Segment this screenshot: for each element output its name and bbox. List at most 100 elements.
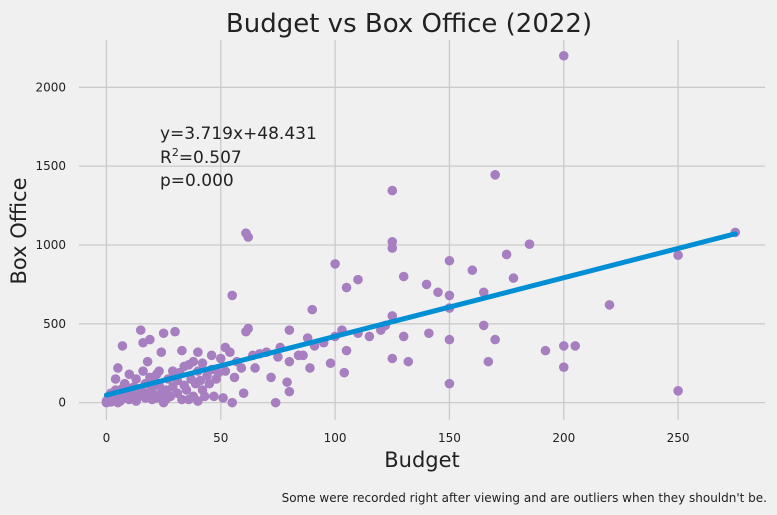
x-tick-label: 150 — [438, 431, 461, 445]
data-point — [142, 356, 153, 367]
data-point — [307, 304, 318, 315]
data-point — [145, 334, 155, 345]
x-tick-label: 200 — [552, 431, 575, 445]
data-point — [229, 372, 240, 383]
data-point — [325, 358, 336, 369]
data-point — [243, 232, 254, 242]
data-point — [193, 396, 203, 406]
data-point — [444, 255, 455, 266]
data-point — [197, 358, 208, 369]
data-point — [124, 369, 135, 380]
data-point — [154, 366, 164, 376]
x-tick-label: 100 — [324, 431, 347, 445]
data-point — [195, 375, 205, 386]
data-point — [403, 356, 414, 367]
data-point — [282, 377, 292, 387]
data-point — [135, 325, 146, 335]
data-point — [227, 397, 238, 408]
data-point — [387, 311, 398, 321]
data-point — [673, 250, 683, 261]
data-point — [501, 249, 512, 260]
data-point — [158, 328, 169, 339]
data-point — [570, 341, 581, 351]
r-squared-value: =0.507 — [179, 148, 242, 168]
data-point — [209, 391, 219, 402]
data-point — [227, 290, 238, 301]
data-point — [250, 363, 260, 373]
data-point — [558, 50, 569, 61]
gridlines — [79, 40, 765, 420]
data-point — [433, 287, 443, 298]
data-point — [444, 334, 455, 345]
data-point — [117, 341, 128, 351]
data-point — [284, 325, 295, 335]
data-point — [483, 356, 494, 367]
data-point — [490, 170, 500, 180]
data-point — [238, 388, 249, 398]
data-point — [339, 367, 350, 378]
data-point — [387, 185, 398, 196]
y-tick-label: 0 — [58, 396, 66, 410]
data-point — [330, 259, 340, 269]
p-value-text: p=0.000 — [160, 171, 234, 191]
regression-line — [103, 231, 738, 398]
data-point — [604, 300, 615, 310]
data-point — [341, 345, 352, 356]
data-point — [225, 347, 235, 357]
x-tick-label: 50 — [213, 431, 228, 445]
data-point — [199, 391, 210, 402]
y-tick-label: 2000 — [35, 80, 66, 94]
data-point — [558, 362, 569, 372]
r-squared-symbol: R — [160, 148, 172, 168]
data-point — [421, 279, 432, 290]
data-point — [298, 350, 308, 361]
data-point — [341, 282, 352, 293]
data-point — [508, 273, 519, 283]
data-point — [673, 386, 683, 396]
fit-equation-text: y=3.719x+48.431 — [160, 124, 317, 144]
data-point — [284, 386, 295, 397]
data-point — [243, 323, 254, 334]
data-point — [558, 341, 569, 351]
data-point — [181, 385, 192, 395]
r-squared-superscript: 2 — [172, 146, 179, 159]
data-point — [387, 243, 398, 253]
data-point — [305, 363, 315, 373]
data-point — [266, 372, 276, 383]
data-point — [170, 326, 180, 337]
y-tick-label: 1000 — [35, 238, 66, 252]
data-point — [398, 271, 409, 282]
data-point — [398, 331, 409, 342]
fit-line-layer — [103, 231, 738, 398]
x-tick-label: 0 — [103, 431, 111, 445]
data-point — [478, 287, 489, 298]
y-tick-label: 500 — [43, 317, 66, 331]
x-axis-label: Budget — [384, 448, 460, 472]
data-point — [177, 345, 187, 356]
data-point — [540, 345, 551, 356]
data-point — [424, 328, 434, 339]
chart-title: Budget vs Box Office (2022) — [226, 9, 592, 39]
data-point — [113, 363, 123, 373]
data-point — [218, 393, 228, 403]
data-point — [215, 353, 226, 364]
r-squared-text: R2=0.507 — [160, 146, 242, 168]
data-point — [188, 356, 199, 367]
data-point — [524, 239, 535, 249]
data-point — [353, 274, 363, 285]
caption-text: Some were recorded right after viewing a… — [282, 491, 767, 505]
data-point — [364, 331, 375, 342]
data-point — [156, 347, 167, 357]
data-point — [236, 363, 247, 373]
data-point — [138, 366, 148, 376]
x-tick-label: 250 — [667, 431, 690, 445]
data-point — [467, 265, 478, 276]
data-point — [387, 353, 398, 364]
data-point — [284, 356, 295, 367]
data-point — [444, 378, 455, 389]
data-point — [444, 290, 455, 301]
y-tick-label: 1500 — [35, 159, 66, 173]
data-point — [270, 397, 281, 408]
data-point — [490, 334, 500, 345]
